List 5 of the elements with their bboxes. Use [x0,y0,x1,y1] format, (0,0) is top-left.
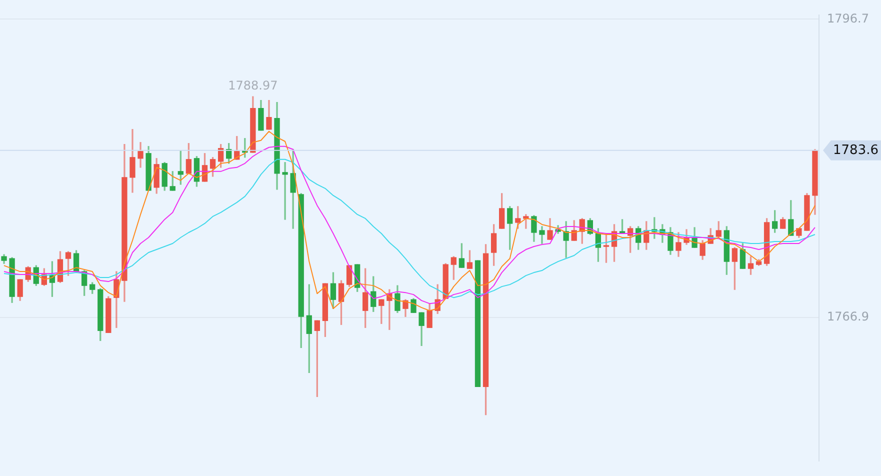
candlestick [282,162,288,220]
y-tick-label: 1766.9 [827,310,869,324]
annotation: 1788.97 [228,78,278,93]
ref-line-label: 1783.6 [833,142,878,158]
y-tick-label: 1796.7 [827,11,869,26]
